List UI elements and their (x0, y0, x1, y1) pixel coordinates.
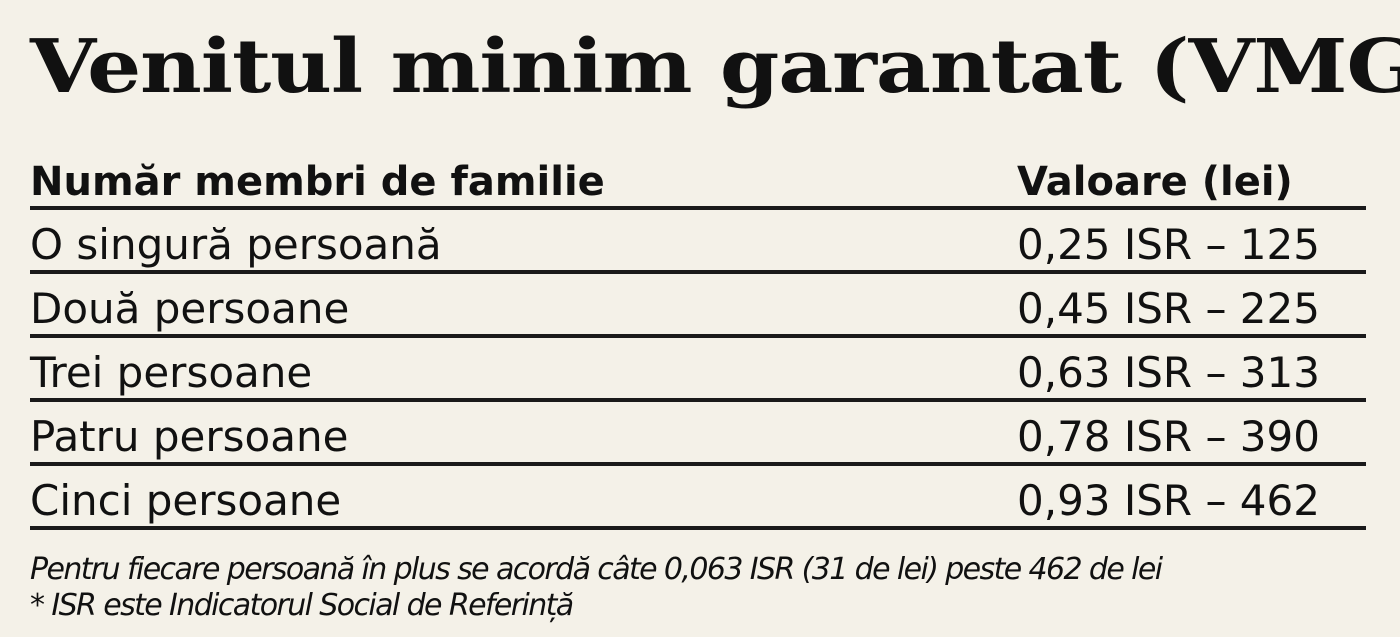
footnotes: Pentru fiecare persoană în plus se acord… (30, 552, 1370, 624)
column-header-value: Valoare (lei) (1017, 159, 1293, 205)
row-label: Cinci persoane (30, 476, 342, 525)
row-label: Patru persoane (30, 412, 349, 461)
row-value: 0,93 ISR – 462 (1017, 476, 1320, 525)
row-label: Două persoane (30, 284, 350, 333)
table-row: Două persoane 0,45 ISR – 225 (30, 274, 1366, 338)
row-label: Trei persoane (30, 348, 313, 397)
row-value: 0,63 ISR – 313 (1017, 348, 1320, 397)
table-header-row: Număr membri de familie Valoare (lei) (30, 150, 1366, 210)
page-title: Venitul minim garantat (VMG) (30, 24, 1400, 110)
table-row: Trei persoane 0,63 ISR – 313 (30, 338, 1366, 402)
column-header-members: Număr membri de familie (30, 159, 605, 205)
table-row: Cinci persoane 0,93 ISR – 462 (30, 466, 1366, 530)
row-label: O singură persoană (30, 220, 442, 269)
footnote-extra-person: Pentru fiecare persoană în plus se acord… (30, 552, 1163, 587)
row-value: 0,78 ISR – 390 (1017, 412, 1320, 461)
footnote-isr-definition: * ISR este Indicatorul Social de Referin… (30, 588, 574, 623)
table-row: O singură persoană 0,25 ISR – 125 (30, 210, 1366, 274)
vmg-table: Număr membri de familie Valoare (lei) O … (30, 150, 1366, 530)
row-value: 0,25 ISR – 125 (1017, 220, 1320, 269)
row-value: 0,45 ISR – 225 (1017, 284, 1320, 333)
table-row: Patru persoane 0,78 ISR – 390 (30, 402, 1366, 466)
